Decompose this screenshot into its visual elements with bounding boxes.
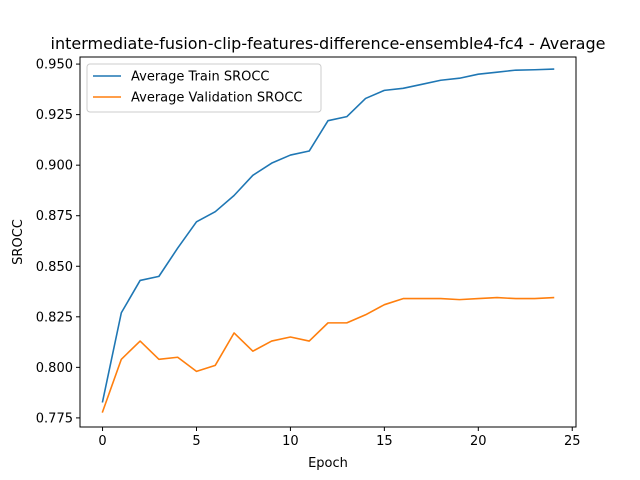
x-axis-label: Epoch — [308, 456, 348, 471]
legend-entry-1: Average Train SROCC — [131, 70, 270, 85]
y-tick-label: 0.825 — [36, 310, 73, 325]
y-axis: 0.775 0.800 0.825 0.850 0.875 0.900 0.925 0.950 — [36, 58, 80, 426]
chart-title: intermediate-fusion-clip-features-differ… — [51, 34, 606, 53]
x-axis: 0 5 10 15 20 25 — [98, 427, 581, 449]
y-tick-label: 0.925 — [36, 108, 73, 123]
x-tick-label: 25 — [564, 434, 581, 449]
x-tick-label: 20 — [470, 434, 487, 449]
legend-entry-2: Average Validation SROCC — [131, 91, 303, 106]
y-tick-label: 0.900 — [36, 159, 73, 174]
y-tick-label: 0.950 — [36, 58, 73, 73]
x-tick-label: 15 — [376, 434, 393, 449]
y-tick-label: 0.800 — [36, 361, 73, 376]
plot-frame — [79, 56, 577, 428]
series-line-1 — [101, 68, 555, 403]
plot-area — [101, 68, 555, 413]
y-tick-label: 0.875 — [36, 209, 73, 224]
x-tick-label: 5 — [192, 434, 200, 449]
y-tick-label: 0.850 — [36, 260, 73, 275]
legend-box — [86, 63, 322, 113]
x-tick-label: 0 — [98, 434, 106, 449]
legend: Average Train SROCC Average Validation SR… — [86, 63, 322, 113]
y-axis-label: SROCC — [11, 219, 26, 265]
series-line-2 — [101, 296, 555, 413]
y-tick-label: 0.775 — [36, 411, 73, 426]
x-tick-label: 10 — [282, 434, 299, 449]
